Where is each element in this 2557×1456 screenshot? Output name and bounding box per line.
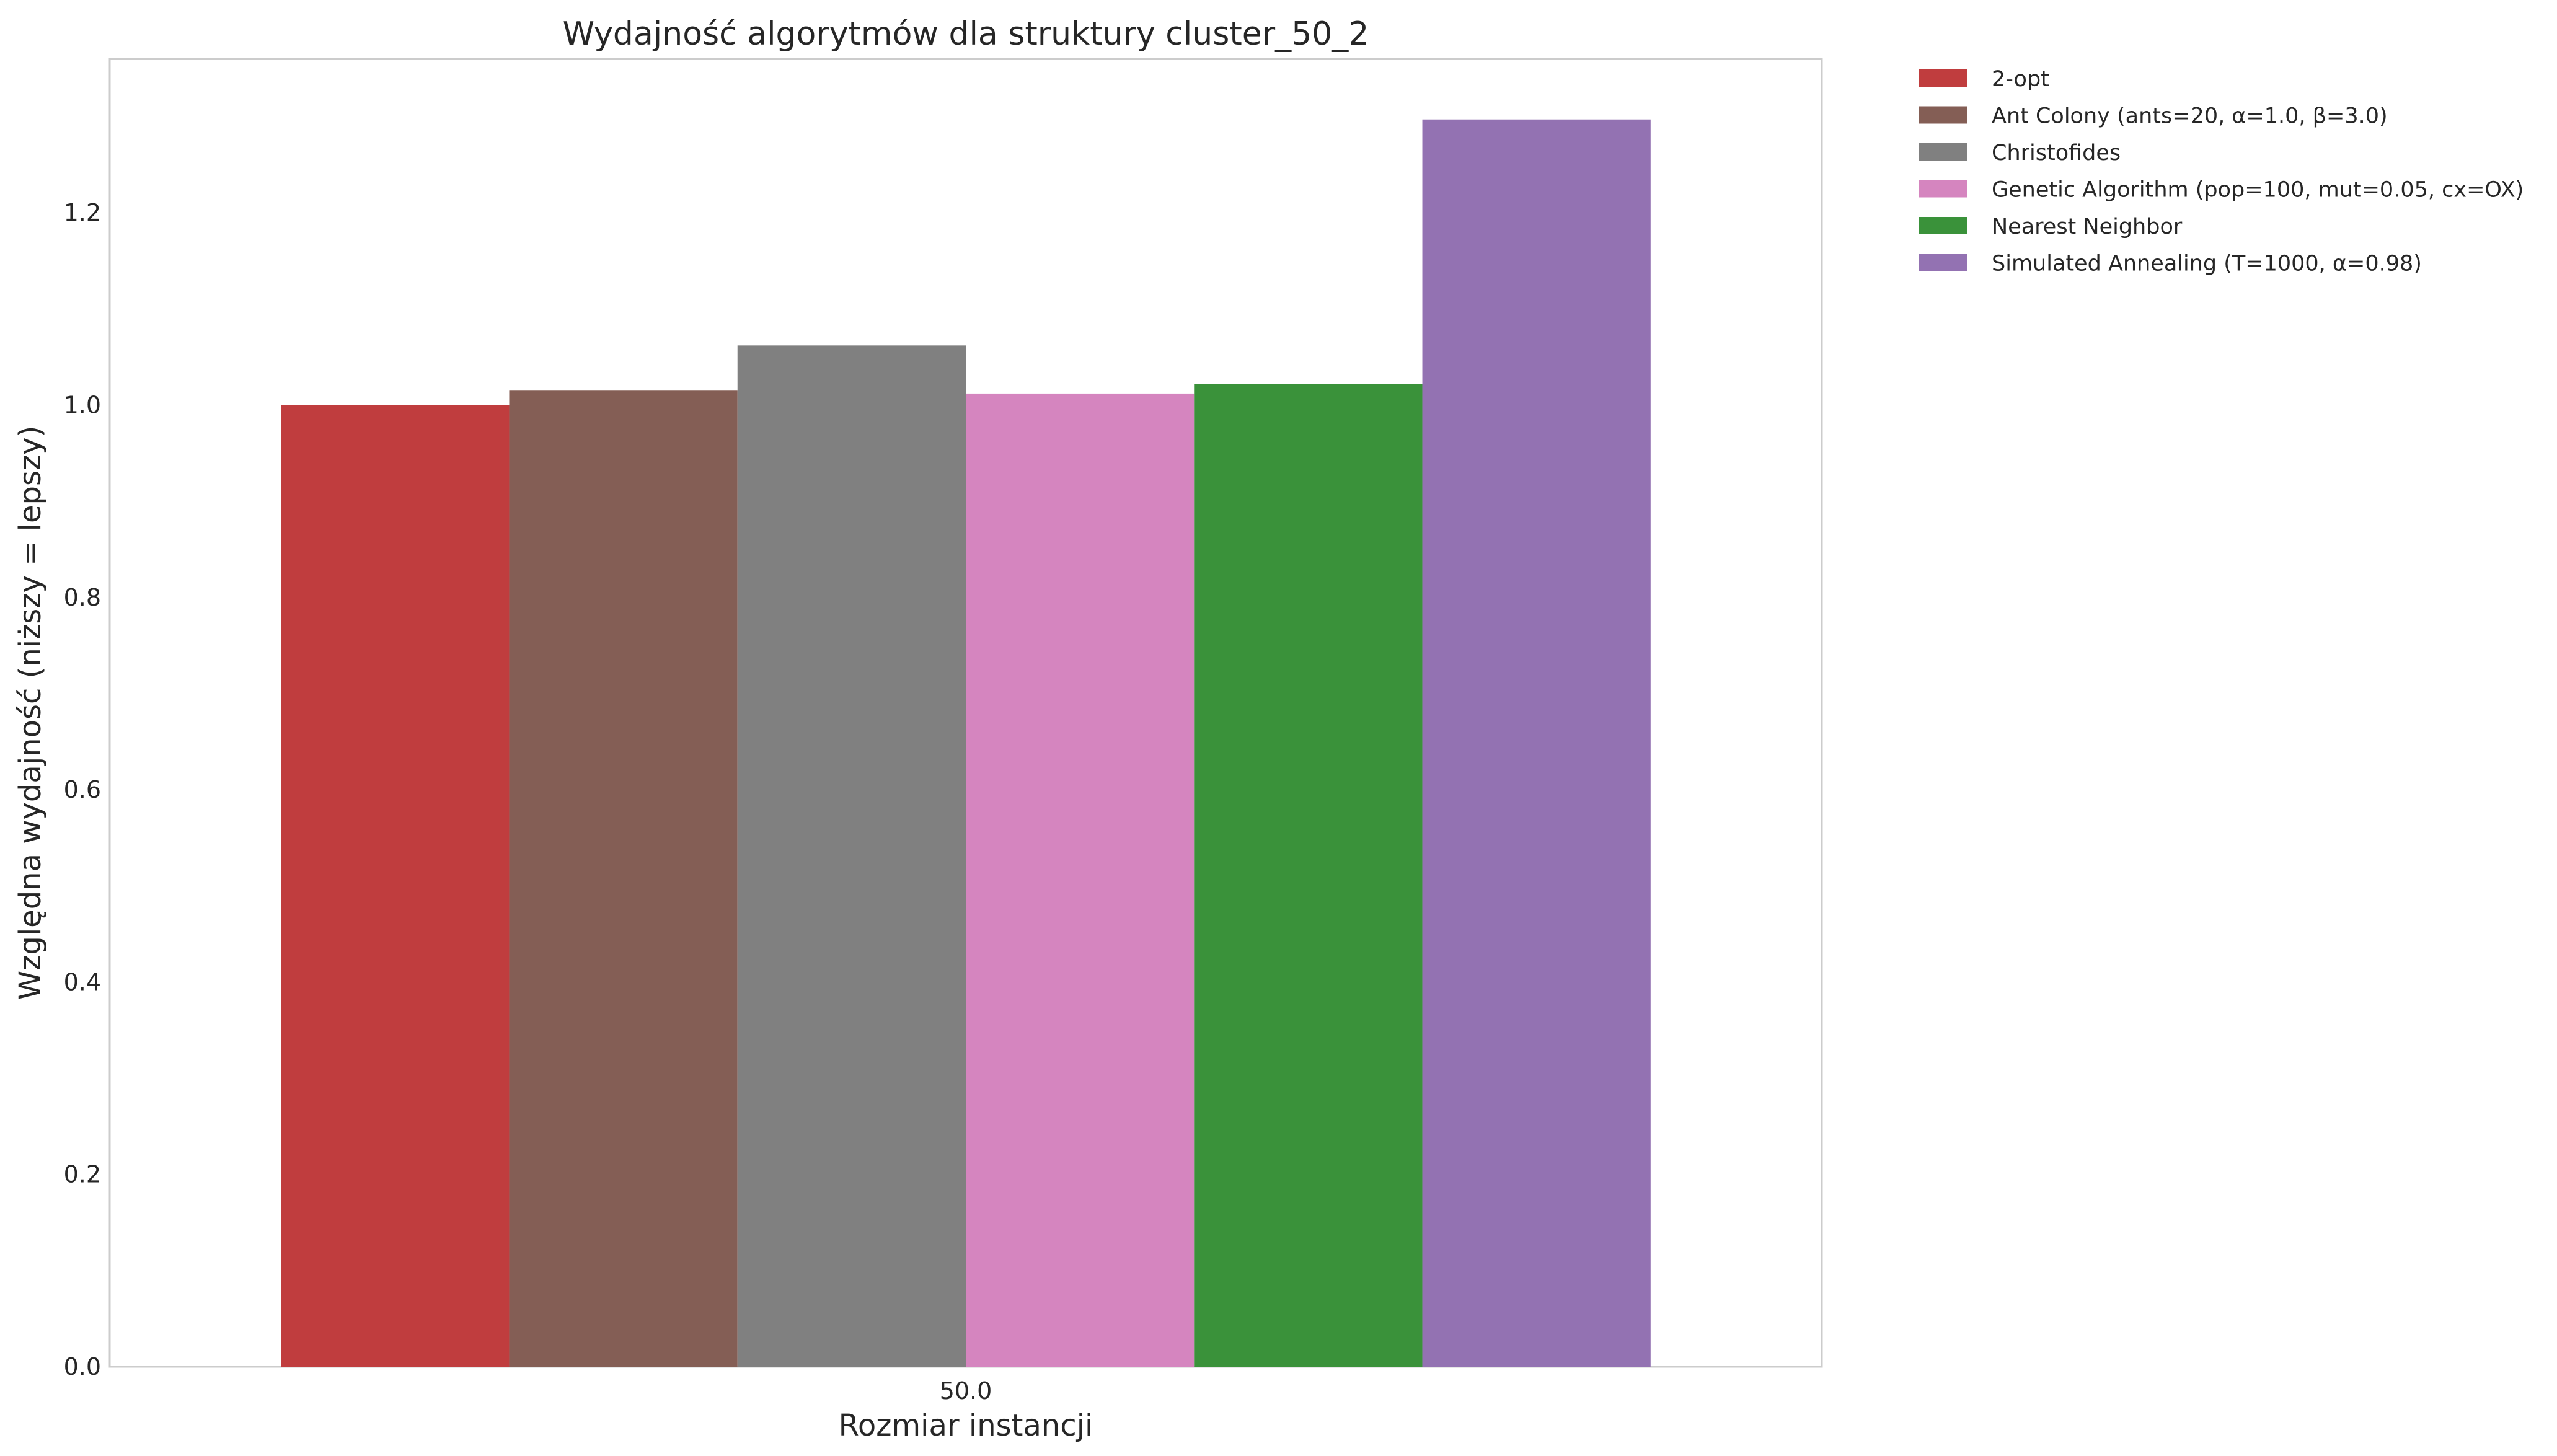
x-ticks: 50.0 <box>940 1377 992 1405</box>
y-tick-label: 0.6 <box>64 776 101 803</box>
legend-label: Ant Colony (ants=20, α=1.0, β=3.0) <box>1992 104 2388 129</box>
y-tick-label: 0.0 <box>64 1353 101 1380</box>
bar-5 <box>1194 384 1423 1367</box>
legend: 2-opt Ant Colony (ants=20, α=1.0, β=3.0) C… <box>1919 67 2524 276</box>
x-tick-label: 50.0 <box>940 1377 992 1405</box>
y-tick-label: 1.2 <box>64 199 101 226</box>
y-tick-label: 0.8 <box>64 584 101 611</box>
y-tick-label: 1.0 <box>64 392 101 419</box>
y-axis-label: Względna wydajność (niższy = lepszy) <box>13 426 48 1000</box>
legend-label: 2-opt <box>1992 67 2049 92</box>
legend-swatch <box>1919 69 1967 87</box>
y-tick-label: 0.2 <box>64 1161 101 1188</box>
legend-label: Nearest Neighbor <box>1992 214 2183 239</box>
bar-3 <box>737 345 966 1367</box>
bar-1 <box>281 405 510 1367</box>
x-axis-label: Rozmiar instancji <box>839 1408 1093 1443</box>
bar-4 <box>966 393 1195 1367</box>
bar-2 <box>509 390 738 1367</box>
legend-label: Christofides <box>1992 141 2121 165</box>
legend-swatch <box>1919 254 1967 271</box>
chart-title: Wydajność algorytmów dla struktury clust… <box>563 15 1369 53</box>
legend-swatch <box>1919 180 1967 198</box>
bar-6 <box>1422 119 1651 1367</box>
bars <box>281 119 1651 1367</box>
y-ticks: 0.0 0.2 0.4 0.6 0.8 1.0 1.2 <box>64 199 101 1380</box>
legend-label: Simulated Annealing (T=1000, α=0.98) <box>1992 252 2422 276</box>
legend-swatch <box>1919 143 1967 161</box>
legend-swatch <box>1919 106 1967 124</box>
legend-label: Genetic Algorithm (pop=100, mut=0.05, cx… <box>1992 178 2524 203</box>
y-tick-label: 0.4 <box>64 968 101 995</box>
legend-swatch <box>1919 217 1967 234</box>
